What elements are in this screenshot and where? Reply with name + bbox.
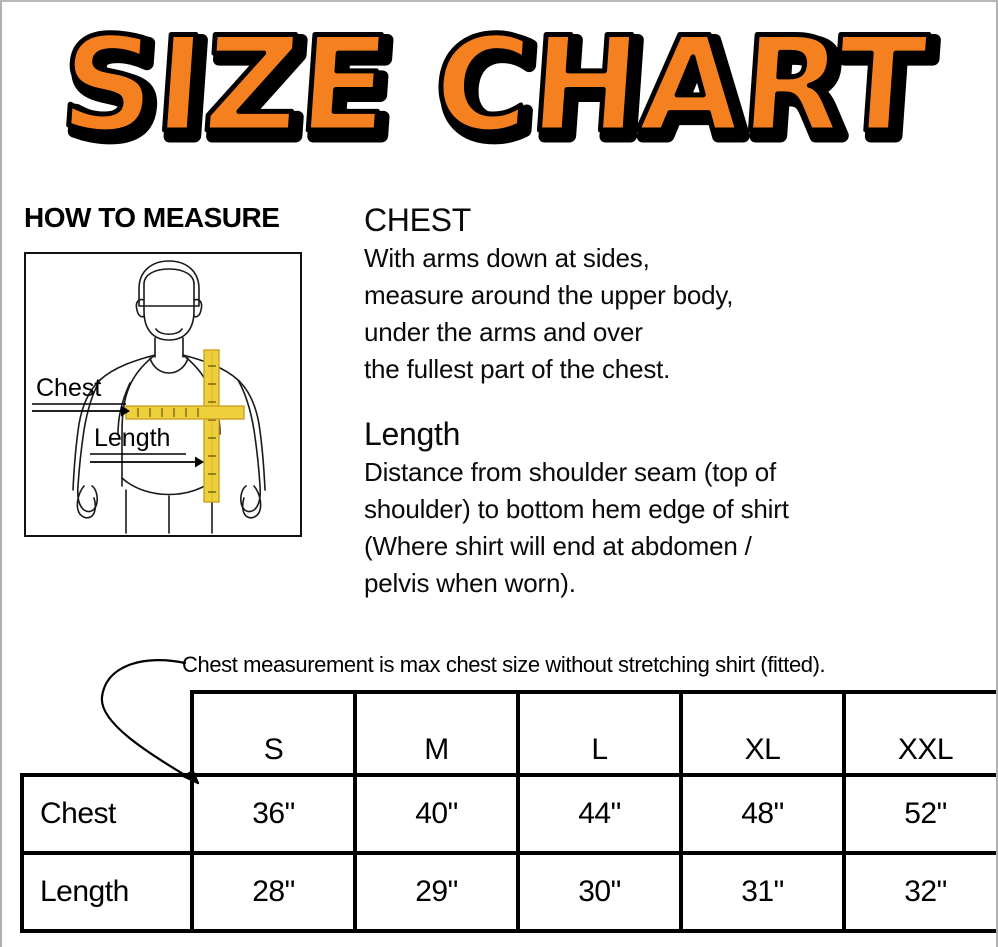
chin-line	[155, 328, 183, 336]
chest-line-4: the fullest part of the chest.	[364, 354, 671, 384]
chest-callout-arrowhead	[121, 405, 130, 417]
shorts-outline	[125, 489, 213, 534]
table-header-l: L	[516, 690, 683, 777]
tape-measure-horizontal	[125, 405, 245, 420]
chest-callout-label: Chest	[36, 374, 101, 402]
measurement-instructions: CHEST With arms down at sides, measure a…	[364, 200, 989, 602]
hair-outline	[138, 260, 200, 307]
tank-top-outline	[121, 354, 217, 487]
table-row-chest: Chest 36" 40" 44" 48" 52"	[20, 773, 996, 855]
length-s-value: 28"	[190, 851, 357, 933]
length-section-title: Length	[364, 416, 461, 452]
table-corner-cell	[22, 692, 192, 775]
how-to-measure-heading: HOW TO MEASURE	[24, 202, 280, 233]
chest-line-2: measure around the upper body,	[364, 280, 734, 310]
chest-measure-callout: Chest	[32, 374, 130, 417]
length-section-body: Distance from shoulder seam (top of shou…	[364, 454, 989, 602]
chest-s-value: 36"	[190, 773, 357, 855]
chest-l-value: 44"	[516, 773, 683, 855]
table-header-xxl: XXL	[842, 690, 996, 777]
table-header-row: S M L XL XXL	[22, 690, 996, 777]
length-instructions: Length Distance from shoulder seam (top …	[364, 414, 989, 602]
measurement-diagram: Chest Length	[24, 252, 302, 537]
length-l-value: 30"	[516, 851, 683, 933]
length-line-4: pelvis when worn).	[364, 568, 576, 598]
ear-left	[135, 298, 145, 318]
chest-xxl-value: 52"	[842, 773, 996, 855]
size-table: S M L XL XXL Chest 36" 40" 44" 48" 52" L…	[20, 690, 996, 933]
length-m-value: 29"	[353, 851, 520, 933]
table-header-m: M	[353, 690, 520, 777]
page-title-fill: SIZE CHART	[56, 8, 931, 161]
length-measure-callout: Length	[90, 424, 204, 468]
arm-left	[76, 379, 101, 513]
row-label-chest: Chest	[20, 773, 194, 855]
ear-right	[193, 298, 203, 318]
page-title-shadow: SIZE CHART	[62, 14, 937, 167]
row-label-length: Length	[20, 851, 194, 933]
chest-annotation-note: Chest measurement is max chest size with…	[182, 652, 826, 677]
length-xxl-value: 32"	[842, 851, 996, 933]
length-xl-value: 31"	[679, 851, 846, 933]
table-header-xl: XL	[679, 690, 846, 777]
shirt-hem	[121, 477, 217, 496]
length-callout-arrowhead	[195, 456, 204, 468]
chest-line-1: With arms down at sides,	[364, 243, 650, 273]
length-line-1: Distance from shoulder seam (top of	[364, 457, 777, 487]
chest-line-3: under the arms and over	[364, 317, 643, 347]
page-title: SIZE CHART SIZE CHART	[2, 8, 996, 178]
arm-right	[237, 379, 262, 513]
hand-left	[76, 485, 97, 519]
tape-measure-vertical	[203, 349, 220, 503]
neck-outline	[154, 337, 184, 358]
table-row-length: Length 28" 29" 30" 31" 32"	[20, 851, 996, 933]
length-line-2: shoulder) to bottom hem edge of shirt	[364, 494, 789, 524]
chest-instructions: CHEST With arms down at sides, measure a…	[364, 200, 989, 388]
hand-right	[241, 485, 262, 519]
chest-section-title: CHEST	[364, 202, 471, 238]
length-line-3: (Where shirt will end at abdomen /	[364, 531, 752, 561]
tank-neckline	[149, 357, 189, 374]
chest-section-body: With arms down at sides, measure around …	[364, 240, 989, 388]
chest-m-value: 40"	[353, 773, 520, 855]
table-header-s: S	[190, 690, 357, 777]
face-outline	[143, 268, 195, 341]
length-callout-label: Length	[94, 424, 170, 452]
torso-outline	[72, 354, 266, 491]
chest-xl-value: 48"	[679, 773, 846, 855]
